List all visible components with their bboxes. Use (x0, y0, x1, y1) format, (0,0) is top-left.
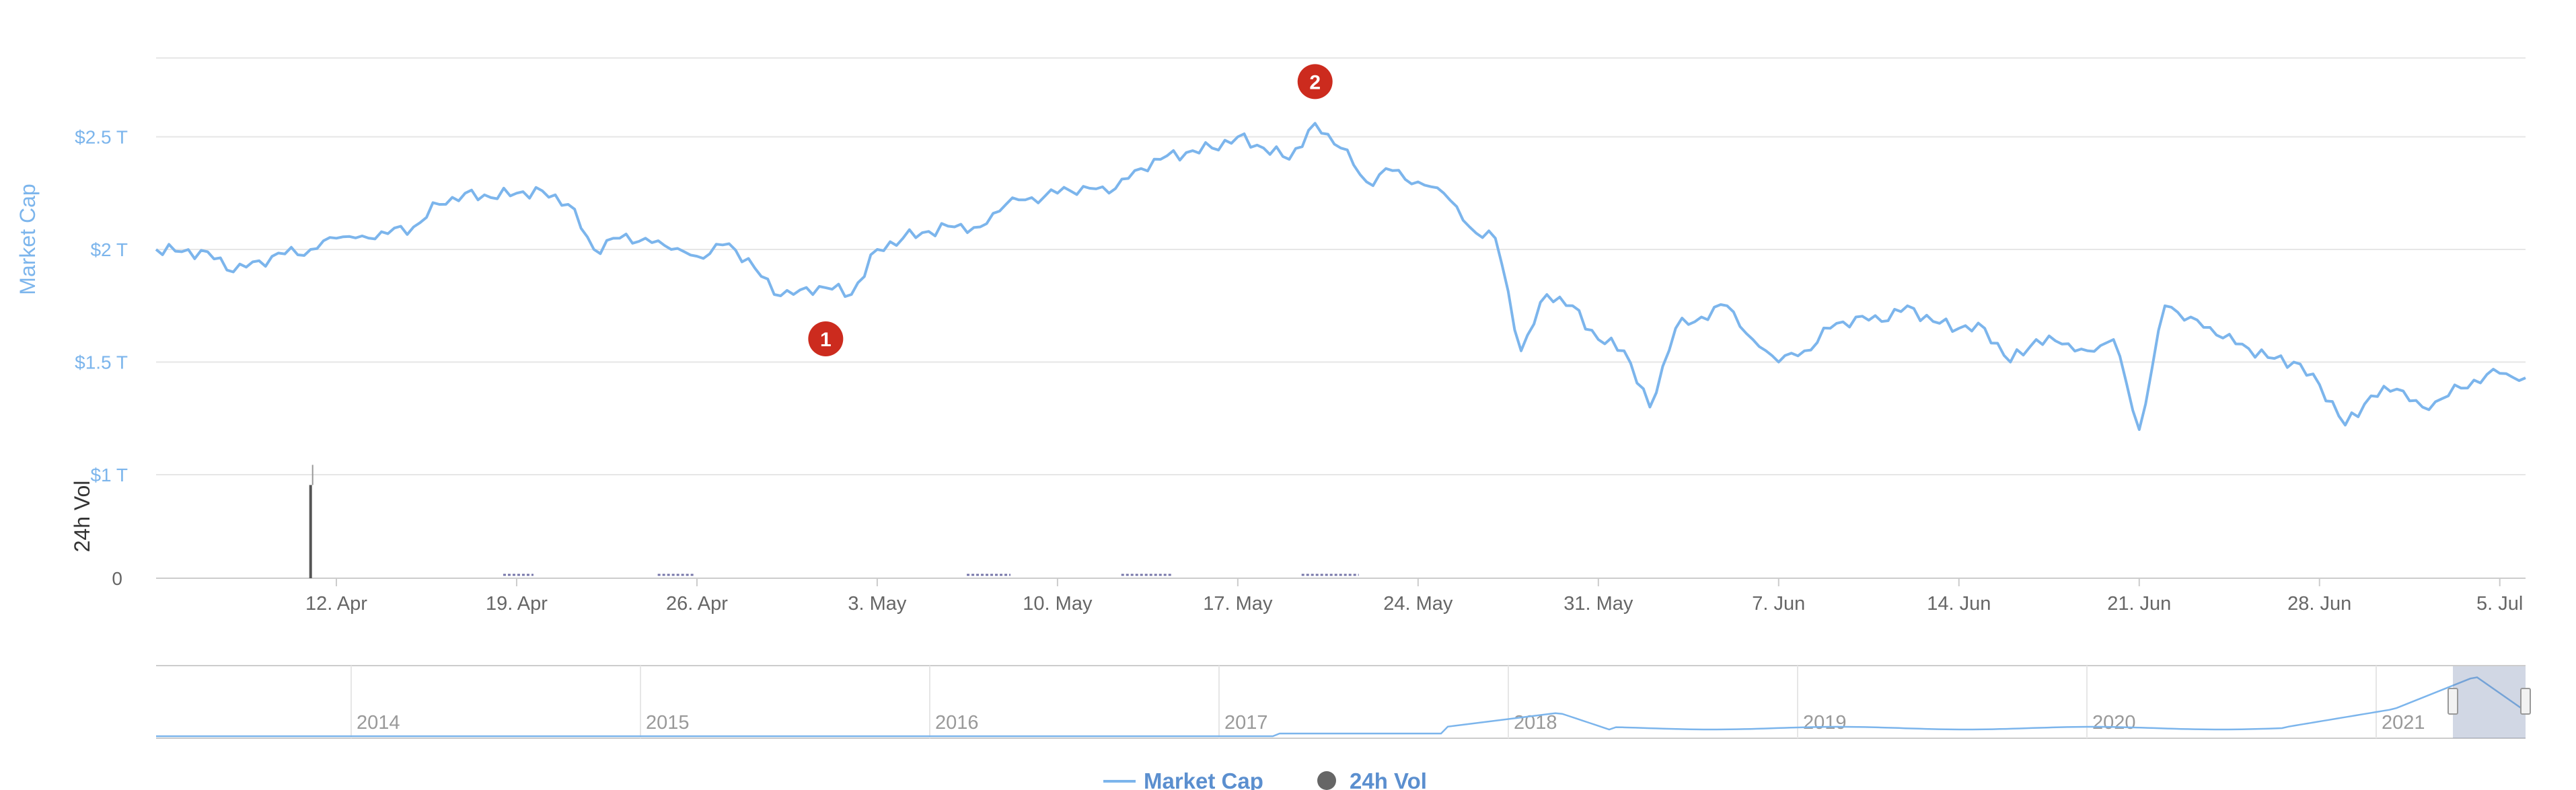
x-tick-label: 3. May (848, 593, 907, 615)
navigator-year-label: 2016 (935, 712, 979, 734)
legend-item-market-cap[interactable]: Market Cap (1103, 768, 1263, 790)
flag-marker-2[interactable] (1297, 64, 1333, 100)
volume-series (309, 465, 1359, 578)
grid-lines (156, 57, 2526, 579)
y-axis-title-market-cap: Market Cap (15, 184, 40, 294)
x-tick-label: 7. Jun (1752, 593, 1805, 615)
legend-label-24h-vol: 24h Vol (1350, 768, 1427, 790)
x-tick-label: 12. Apr (305, 593, 367, 615)
navigator-year-ticks: 2014 2015 2016 2017 2018 2019 2020 2021 (351, 666, 2425, 738)
x-tick-label: 10. May (1023, 593, 1093, 615)
flag-marker-1[interactable] (808, 321, 844, 356)
legend-label-market-cap: Market Cap (1144, 768, 1263, 790)
x-tick-label: 24. May (1383, 593, 1453, 615)
navigator-series-line (156, 676, 2525, 738)
x-tick-label: 31. May (1563, 593, 1633, 615)
x-axis-ticks: 12. Apr 19. Apr 26. Apr 3. May 10. May 17. Ma… (305, 578, 2523, 615)
x-tick-label: 26. Apr (666, 593, 728, 615)
flag-label: 2 (1309, 71, 1321, 93)
legend-circle-icon (1317, 771, 1336, 790)
x-tick-label: 5. Jul (2476, 593, 2523, 615)
navigator-year-label: 2021 (2382, 712, 2425, 734)
x-tick-label: 21. Jun (2107, 593, 2171, 615)
y-tick-label: $1.5 T (75, 352, 128, 373)
navigator-right-handle[interactable] (2520, 688, 2531, 715)
navigator-left-handle[interactable] (2448, 688, 2458, 715)
y-tick-label: $2 T (90, 239, 128, 260)
navigator-year-label: 2014 (357, 712, 400, 734)
y-axis-title-volume: 24h Vol (70, 481, 94, 553)
navigator-year-label: 2020 (2092, 712, 2136, 734)
x-tick-label: 28. Jun (2287, 593, 2351, 615)
navigator-year-label: 2017 (1224, 712, 1268, 734)
y-tick-label: $1 T (90, 465, 128, 485)
x-tick-label: 19. Apr (486, 593, 548, 615)
y-axis-ticks: $1 T $1.5 T $2 T $2.5 T 0 (75, 127, 128, 590)
legend-item-24h-vol[interactable]: 24h Vol (1317, 768, 1427, 790)
series-line-market-cap[interactable] (155, 122, 2526, 431)
y-tick-label-volume: 0 (112, 568, 122, 589)
y-tick-label: $2.5 T (75, 127, 128, 148)
x-tick-label: 17. May (1203, 593, 1273, 615)
flag-label: 1 (820, 329, 832, 351)
navigator-selected-range[interactable] (2453, 666, 2526, 738)
chart-legend: Market Cap 24h Vol (1103, 768, 1427, 790)
event-flags[interactable]: 12 (808, 64, 1333, 356)
range-navigator[interactable]: 2014 2015 2016 2017 2018 2019 2020 2021 (156, 665, 2531, 739)
navigator-year-label: 2015 (646, 712, 690, 734)
navigator-year-label: 2019 (1803, 712, 1847, 734)
x-tick-label: 14. Jun (1927, 593, 1991, 615)
